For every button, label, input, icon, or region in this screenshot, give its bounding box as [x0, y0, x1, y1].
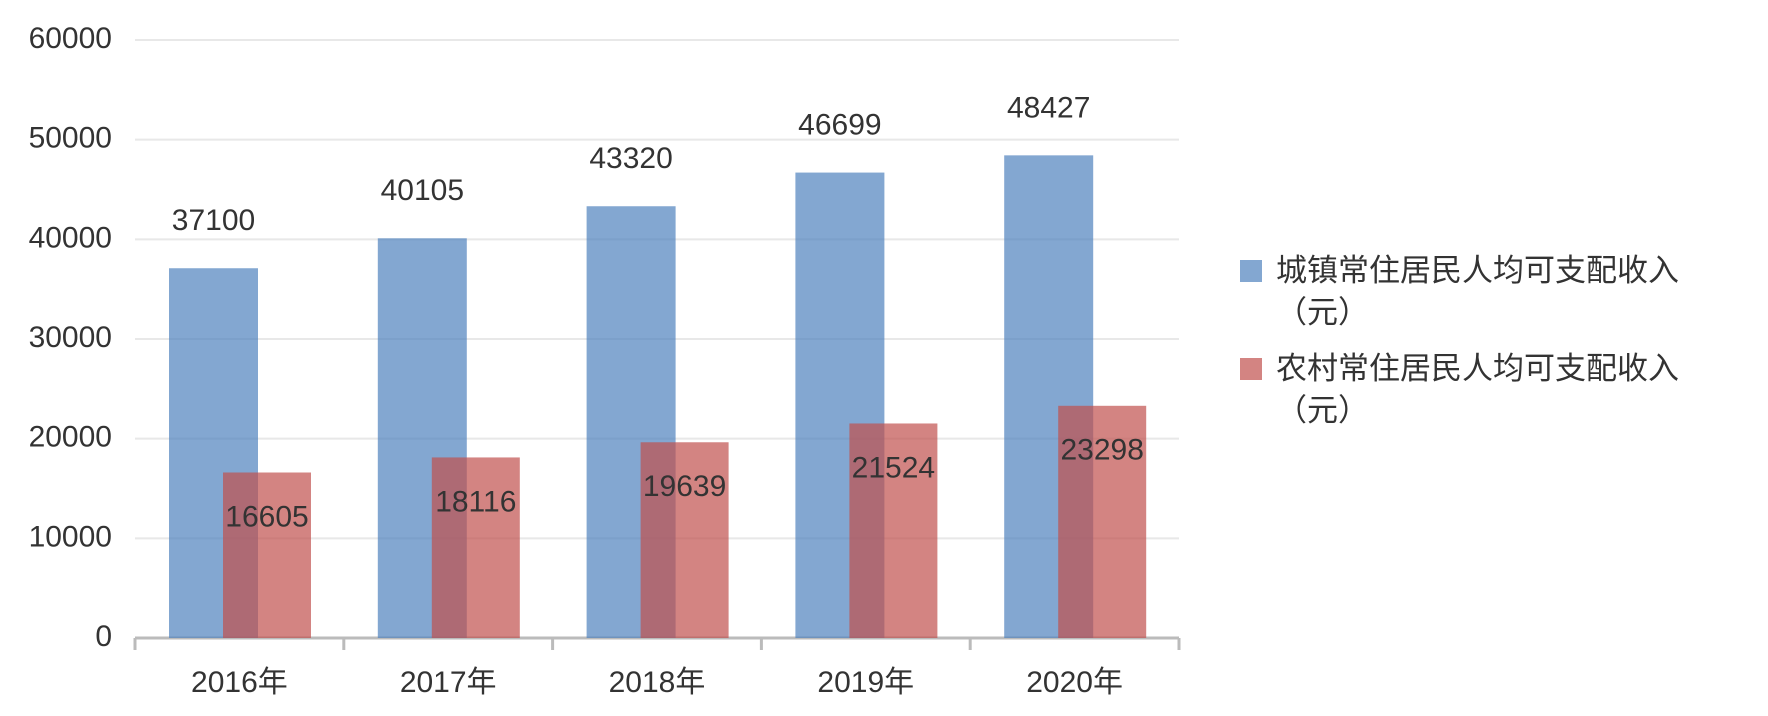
data-label: 46699 [798, 108, 881, 141]
data-label: 23298 [1060, 434, 1143, 467]
legend-swatch [1240, 260, 1262, 282]
legend-label: 农村常住居民人均可支配收入（元） [1276, 351, 1679, 428]
x-tick-label: 2019年 [817, 666, 914, 699]
y-tick-label: 10000 [29, 520, 112, 553]
data-label: 19639 [643, 470, 726, 503]
legend-label: 城镇常住居民人均可支配收入（元） [1276, 253, 1679, 330]
data-label: 48427 [1007, 91, 1090, 124]
data-label: 16605 [225, 500, 308, 533]
x-tick-label: 2018年 [609, 666, 706, 699]
y-tick-label: 0 [95, 620, 112, 653]
bar [849, 423, 938, 638]
legend: 城镇常住居民人均可支配收入（元） 农村常住居民人均可支配收入（元） [1240, 250, 1760, 446]
data-label: 21524 [852, 451, 935, 484]
y-tick-label: 50000 [29, 122, 112, 155]
legend-item: 城镇常住居民人均可支配收入（元） [1240, 250, 1760, 334]
x-tick-label: 2016年 [191, 666, 288, 699]
legend-item: 农村常住居民人均可支配收入（元） [1240, 348, 1760, 432]
y-tick-label: 40000 [29, 221, 112, 254]
data-label: 37100 [172, 204, 255, 237]
y-tick-label: 60000 [29, 22, 112, 55]
data-label: 40105 [381, 174, 464, 207]
bar [223, 472, 311, 638]
x-tick-label: 2017年 [400, 666, 497, 699]
data-label: 43320 [589, 142, 672, 175]
y-tick-label: 30000 [29, 321, 112, 354]
y-tick-label: 20000 [29, 421, 112, 454]
legend-swatch [1240, 358, 1262, 380]
bar [431, 457, 520, 638]
bar [1058, 405, 1147, 638]
x-tick-label: 2020年 [1026, 666, 1123, 699]
bar [640, 442, 729, 638]
data-label: 18116 [435, 485, 516, 518]
